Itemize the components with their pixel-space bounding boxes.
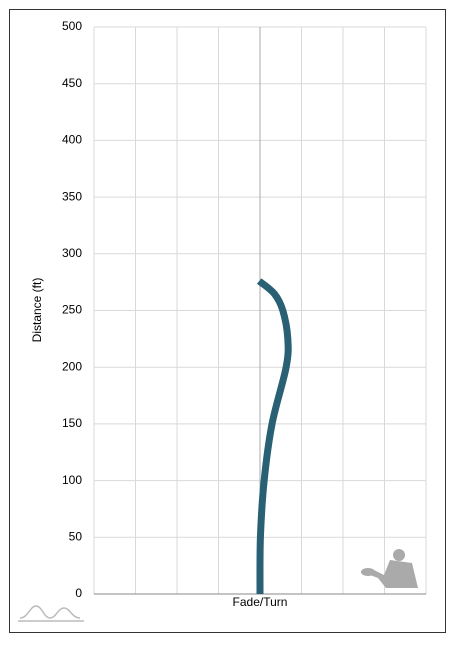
y-tick-label: 350 (62, 189, 82, 203)
y-tick-label: 0 (75, 586, 82, 600)
logo (18, 605, 84, 622)
y-tick-label: 500 (62, 19, 82, 33)
flight-path (256, 278, 292, 595)
x-axis-title: Fade/Turn (233, 595, 288, 609)
frame (9, 9, 446, 633)
watermark-body (370, 560, 418, 588)
watermark-disc (361, 568, 375, 576)
y-tick-label: 300 (62, 246, 82, 260)
y-tick-label: 100 (62, 473, 82, 487)
watermark-head (393, 549, 405, 561)
logo-wave (19, 605, 81, 619)
y-tick-label: 200 (62, 359, 82, 373)
y-axis-title: Distance (ft) (30, 278, 44, 343)
y-tick-label: 250 (62, 303, 82, 317)
y-tick-label: 50 (69, 529, 83, 543)
y-tick-label: 450 (62, 76, 82, 90)
y-tick-label: 150 (62, 416, 82, 430)
y-tick-label: 400 (62, 133, 82, 147)
watermark (361, 549, 418, 588)
